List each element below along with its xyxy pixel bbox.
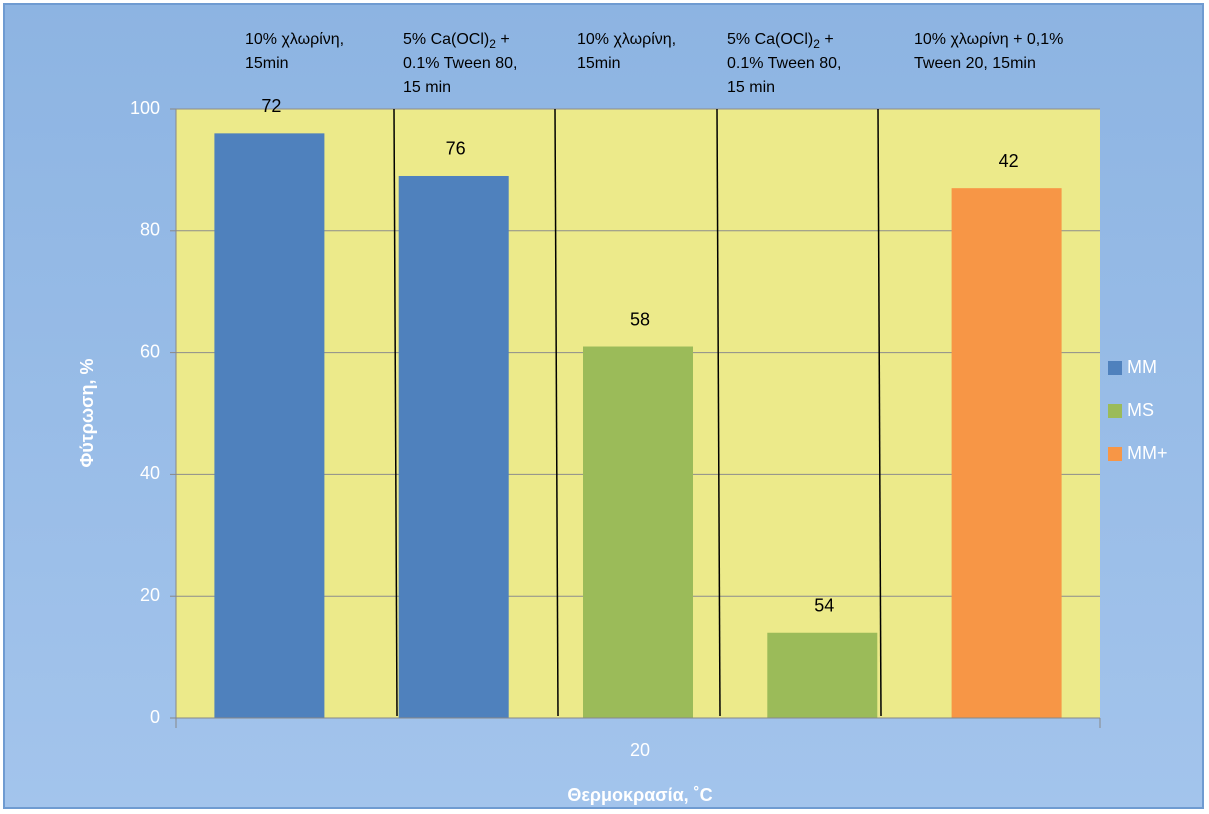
- bar: [951, 188, 1062, 719]
- y-tick-label: 20: [140, 585, 160, 605]
- subscript: 2: [489, 37, 496, 51]
- y-tick-label: 60: [140, 341, 160, 361]
- bar: [583, 346, 693, 718]
- annotation-part: +: [820, 31, 834, 48]
- annotation-part: 15 min: [403, 79, 451, 96]
- annotation: 15min: [245, 55, 289, 72]
- annotation-part: 10% χλωρίνη + 0,1%: [914, 31, 1063, 48]
- separator: [877, 108, 882, 717]
- separator: [716, 108, 721, 717]
- annotation: 5% Ca(OCl)2 +: [403, 31, 510, 51]
- annotation: 10% χλωρίνη + 0,1%: [914, 31, 1063, 48]
- annotation: 0.1% Tween 80,: [727, 55, 841, 72]
- annotation-part: +: [496, 31, 510, 48]
- data-label: 72: [261, 96, 281, 116]
- annotation: 15 min: [727, 79, 775, 96]
- annotation-part: 5% Ca(OCl): [727, 31, 813, 48]
- data-label: 54: [814, 595, 834, 615]
- legend-label: MM: [1127, 357, 1157, 377]
- annotation-part: 15min: [245, 55, 289, 72]
- annotation-part: 10% χλωρίνη,: [245, 31, 344, 48]
- bar: [398, 175, 509, 719]
- annotation-part: 15min: [577, 55, 621, 72]
- annotation-part: Tween 20, 15min: [914, 55, 1036, 72]
- subscript: 2: [813, 37, 820, 51]
- data-label: 58: [630, 309, 650, 329]
- annotation-part: 10% χλωρίνη,: [577, 31, 676, 48]
- annotation-part: 5% Ca(OCl): [403, 31, 489, 48]
- data-label: 42: [999, 151, 1019, 171]
- legend-swatch: [1108, 447, 1122, 461]
- y-tick-label: 80: [140, 220, 160, 240]
- data-label: 76: [446, 139, 466, 159]
- annotation: 0.1% Tween 80,: [403, 55, 517, 72]
- annotation-part: 15 min: [727, 79, 775, 96]
- y-tick-label: 0: [150, 707, 160, 727]
- separator: [393, 108, 398, 717]
- bar: [767, 632, 878, 718]
- legend-swatch: [1108, 361, 1122, 375]
- separator: [554, 108, 559, 717]
- annotation: 10% χλωρίνη,: [245, 31, 344, 48]
- annotation-part: 0.1% Tween 80,: [727, 55, 841, 72]
- y-tick-label: 40: [140, 463, 160, 483]
- bar: [214, 133, 325, 719]
- annotation-part: 0.1% Tween 80,: [403, 55, 517, 72]
- annotation: 10% χλωρίνη,: [577, 31, 676, 48]
- legend-label: MM+: [1127, 443, 1168, 463]
- legend-label: MS: [1127, 400, 1154, 420]
- x-axis-title: Θερμοκρασία, ˚C: [567, 785, 712, 805]
- y-tick-label: 100: [130, 98, 160, 118]
- annotation: 15min: [577, 55, 621, 72]
- annotation: 5% Ca(OCl)2 +: [727, 31, 834, 51]
- x-group-label: 20: [630, 740, 650, 760]
- legend-swatch: [1108, 404, 1122, 418]
- y-axis-title: Φύτρωση, %: [77, 359, 97, 468]
- annotation: Tween 20, 15min: [914, 55, 1036, 72]
- annotation: 15 min: [403, 79, 451, 96]
